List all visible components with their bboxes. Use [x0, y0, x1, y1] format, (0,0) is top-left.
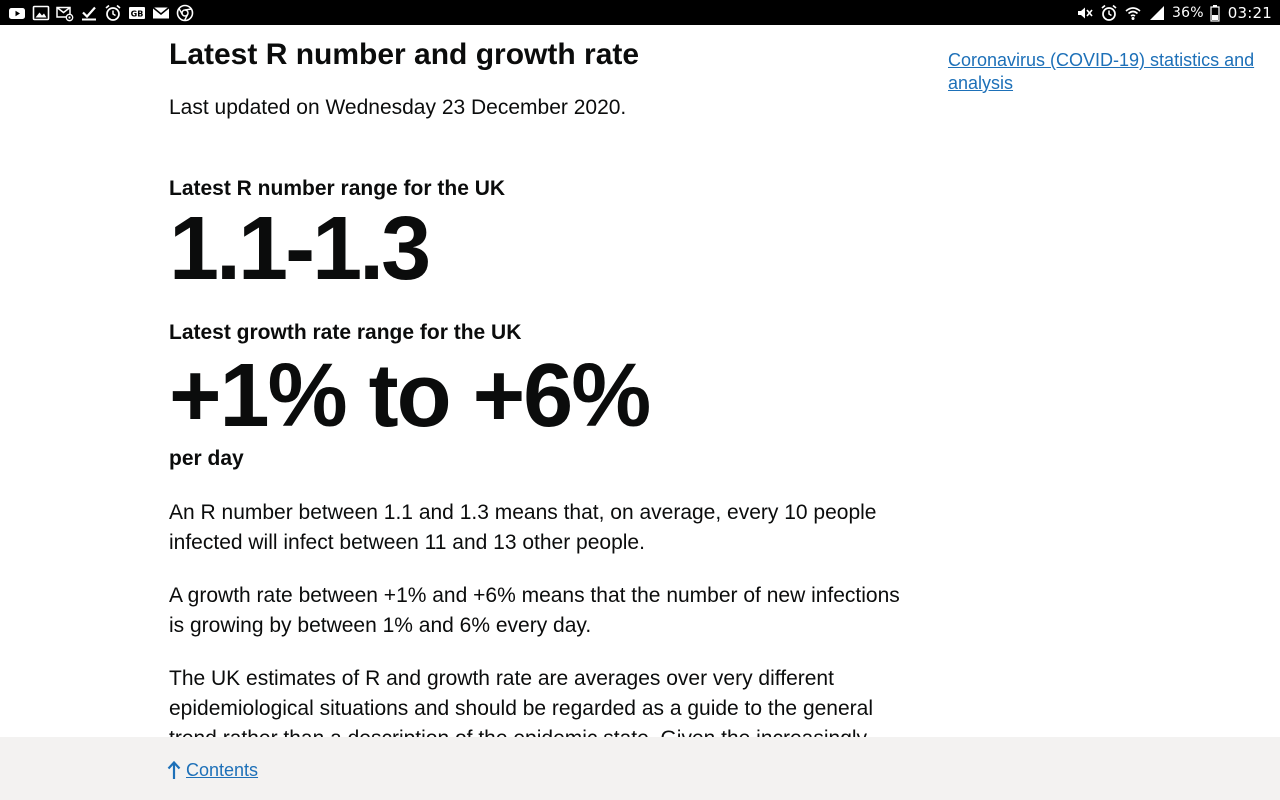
- wifi-icon: [1124, 4, 1142, 22]
- signal-icon: [1148, 4, 1166, 22]
- contents-link[interactable]: Contents: [166, 759, 258, 781]
- alarm-clock-icon: [104, 4, 122, 22]
- growth-explanation-paragraph: A growth rate between +1% and +6% means …: [169, 584, 900, 637]
- arrow-up-icon: [166, 759, 182, 781]
- system-icons: 36% 03:21: [1076, 0, 1272, 25]
- r-number-label: Latest R number range for the UK: [169, 177, 506, 200]
- mail-icon: [152, 4, 170, 22]
- growth-rate-label: Latest growth rate range for the UK: [169, 321, 522, 344]
- main-content: Latest R number and growth rate Last upd…: [169, 25, 909, 738]
- chrome-icon: [176, 4, 194, 22]
- gallery-icon: [32, 4, 50, 22]
- mute-icon: [1076, 4, 1094, 22]
- contents-bar: Contents: [0, 737, 1280, 800]
- covid-statistics-link[interactable]: Coronavirus (COVID-19) statistics and an…: [948, 50, 1255, 93]
- growth-rate-value: +1% to +6%: [169, 346, 651, 446]
- clock: 03:21: [1227, 3, 1272, 22]
- page-title: Latest R number and growth rate: [169, 38, 640, 71]
- page-content[interactable]: Latest R number and growth rate Last upd…: [0, 25, 1280, 738]
- youtube-icon: [8, 4, 26, 22]
- r-explanation-paragraph: An R number between 1.1 and 1.3 means th…: [169, 501, 877, 554]
- battery-icon: [1210, 4, 1220, 22]
- svg-text:GB: GB: [131, 9, 144, 18]
- status-bar: GB 36% 03:21: [0, 0, 1280, 25]
- estimates-note-paragraph: The UK estimates of R and growth rate ar…: [169, 667, 873, 737]
- alarm-icon: [1100, 4, 1118, 22]
- email-at-icon: [56, 4, 74, 22]
- related-links-sidebar: Coronavirus (COVID-19) statistics and an…: [948, 25, 1268, 95]
- contents-label: Contents: [186, 760, 259, 780]
- r-number-value: 1.1-1.3: [169, 199, 431, 299]
- gb-badge-icon: GB: [128, 4, 146, 22]
- checkmark-icon: [80, 4, 98, 22]
- battery-percentage: 36%: [1172, 4, 1204, 21]
- notification-icons: GB: [8, 0, 194, 25]
- growth-rate-unit: per day: [169, 447, 244, 470]
- last-updated-text: Last updated on Wednesday 23 December 20…: [169, 96, 627, 119]
